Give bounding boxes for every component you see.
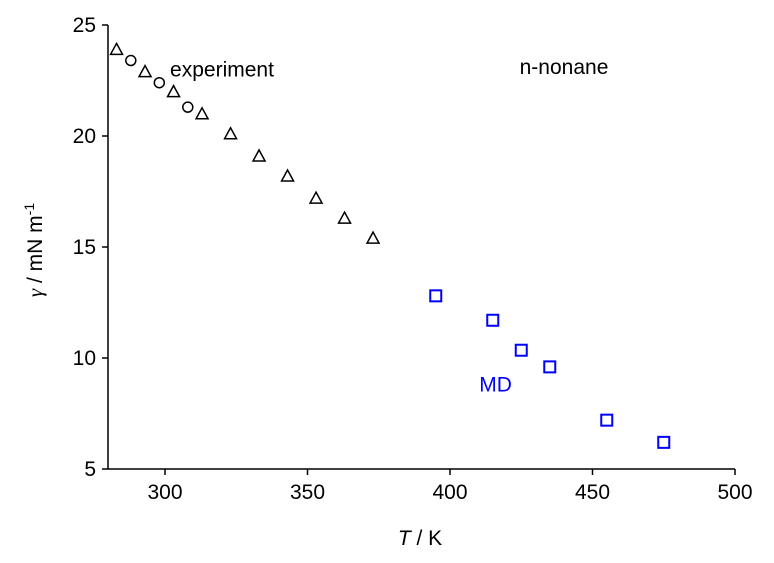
y-tick-label: 15 xyxy=(73,236,96,259)
x-tick-label: 300 xyxy=(147,481,182,504)
x-tick-label: 350 xyxy=(290,481,325,504)
triangle-marker xyxy=(166,84,181,98)
circle-marker xyxy=(153,76,166,89)
square-marker xyxy=(429,289,443,303)
triangle-marker xyxy=(223,126,238,140)
triangle-marker xyxy=(251,148,267,162)
y-tick-label: 20 xyxy=(73,125,96,148)
annotation: n-nonane xyxy=(520,56,609,79)
circle-marker xyxy=(125,54,137,67)
x-tick-label: 400 xyxy=(432,481,467,504)
square-marker xyxy=(657,435,671,449)
triangle-marker xyxy=(109,41,124,56)
triangle-marker xyxy=(308,190,324,204)
y-tick-label: 25 xyxy=(73,14,96,37)
x-tick-label: 500 xyxy=(717,481,752,504)
triangle-marker xyxy=(280,168,295,182)
x-tick-label: 450 xyxy=(575,481,610,504)
circle-marker xyxy=(182,101,194,113)
square-marker xyxy=(514,343,528,357)
triangle-marker xyxy=(194,106,210,120)
square-marker xyxy=(486,313,500,327)
y-tick-label: 10 xyxy=(73,347,96,370)
x-axis-label: T / K xyxy=(398,527,442,550)
y-axis-label: γ / mN m-1 xyxy=(21,203,47,297)
triangle-marker xyxy=(365,230,381,244)
annotation: MD xyxy=(479,374,512,397)
square-marker xyxy=(600,413,614,427)
square-marker xyxy=(543,360,557,374)
annotation: experiment xyxy=(170,58,274,81)
triangle-marker xyxy=(337,210,352,224)
y-tick-label: 5 xyxy=(84,458,96,481)
triangle-marker xyxy=(137,64,153,78)
